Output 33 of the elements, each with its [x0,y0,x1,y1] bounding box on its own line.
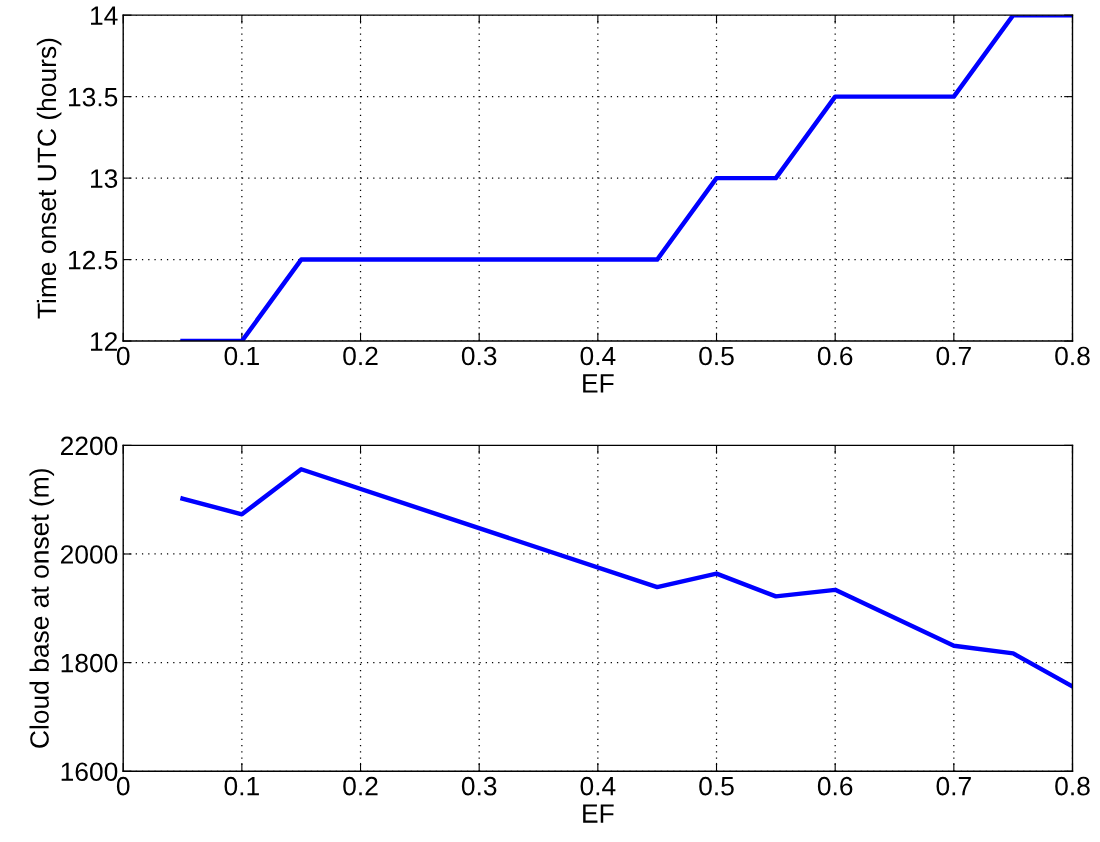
x-tick-label: 0 [116,346,130,366]
y-tick-label: 12 [91,332,118,351]
x-tick-label: 0.6 [817,346,853,366]
x-tick-label: 0.6 [817,776,853,796]
x-tick-label: 0.8 [1055,776,1090,796]
x-tick-label: 0.4 [580,776,616,796]
y-axis-title: Time onset UTC (hours) [36,38,62,319]
x-tick-label: 0.2 [343,776,378,796]
x-tick-label: 0.4 [580,346,616,366]
x-tick-label: 0.7 [936,776,971,796]
y-tick-label: 13.5 [69,87,118,107]
y-tick-label: 14 [91,6,118,25]
x-tick-label: 0.5 [699,346,734,366]
x-tick-label: 0.8 [1055,346,1090,366]
y-tick-label: 1800 [61,653,118,673]
x-tick-label: 0.5 [699,776,734,796]
x-tick-label: 0.1 [224,346,259,366]
y-tick-label: 1600 [61,762,118,782]
y-tick-label: 12.5 [69,250,118,270]
x-tick-label: 0.3 [461,346,497,366]
x-axis-title: EF [583,374,614,393]
x-tick-label: 0 [116,776,130,796]
y-tick-label: 13 [91,169,118,188]
line-series [180,15,1073,342]
y-tick-label: 2200 [60,436,118,456]
x-tick-label: 0.3 [461,776,497,796]
line-series [180,467,1073,689]
x-tick-label: 0.1 [224,776,259,796]
y-axis-title: Cloud base at onset (m) [29,469,55,748]
y-tick-label: 2000 [60,545,118,564]
x-tick-label: 0.7 [936,346,971,366]
x-axis-title: EF [583,804,614,823]
x-tick-label: 0.2 [343,346,378,366]
